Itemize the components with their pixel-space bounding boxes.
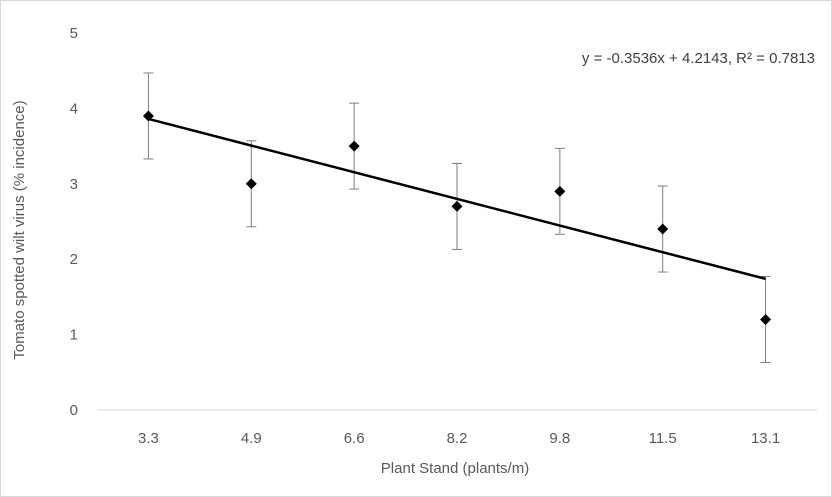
x-tick-label: 4.9 bbox=[241, 430, 262, 447]
trendline bbox=[148, 117, 766, 281]
data-point bbox=[348, 140, 360, 152]
trendline-equation: y = -0.3536x + 4.2143, R² = 0.7813 bbox=[582, 50, 815, 67]
data-point bbox=[554, 185, 566, 197]
data-points bbox=[142, 110, 772, 326]
data-point bbox=[760, 314, 772, 326]
x-tick-label: 11.5 bbox=[649, 430, 677, 447]
y-tick-label: 4 bbox=[70, 100, 78, 117]
y-tick-label: 0 bbox=[70, 402, 78, 419]
data-point bbox=[451, 200, 463, 212]
y-axis-title: Tomato spotted wilt virus (% incidence) bbox=[11, 100, 28, 359]
x-tick-label: 8.2 bbox=[447, 430, 468, 447]
x-tick-label: 3.3 bbox=[138, 430, 159, 447]
data-point bbox=[142, 110, 154, 122]
x-tick-label: 13.1 bbox=[751, 430, 780, 447]
data-point bbox=[245, 178, 257, 190]
x-axis-title: Plant Stand (plants/m) bbox=[381, 460, 529, 477]
y-tick-label: 3 bbox=[70, 176, 78, 193]
y-axis-ticks: 0 1 2 3 4 5 bbox=[70, 25, 78, 419]
y-tick-label: 5 bbox=[70, 25, 78, 42]
x-axis-ticks: 3.3 4.9 6.6 8.2 9.8 11.5 13.1 bbox=[138, 430, 780, 447]
x-tick-label: 6.6 bbox=[344, 430, 365, 447]
x-tick-label: 9.8 bbox=[549, 430, 570, 447]
data-point bbox=[657, 223, 669, 235]
y-tick-label: 1 bbox=[70, 327, 78, 344]
y-tick-label: 2 bbox=[70, 251, 78, 268]
